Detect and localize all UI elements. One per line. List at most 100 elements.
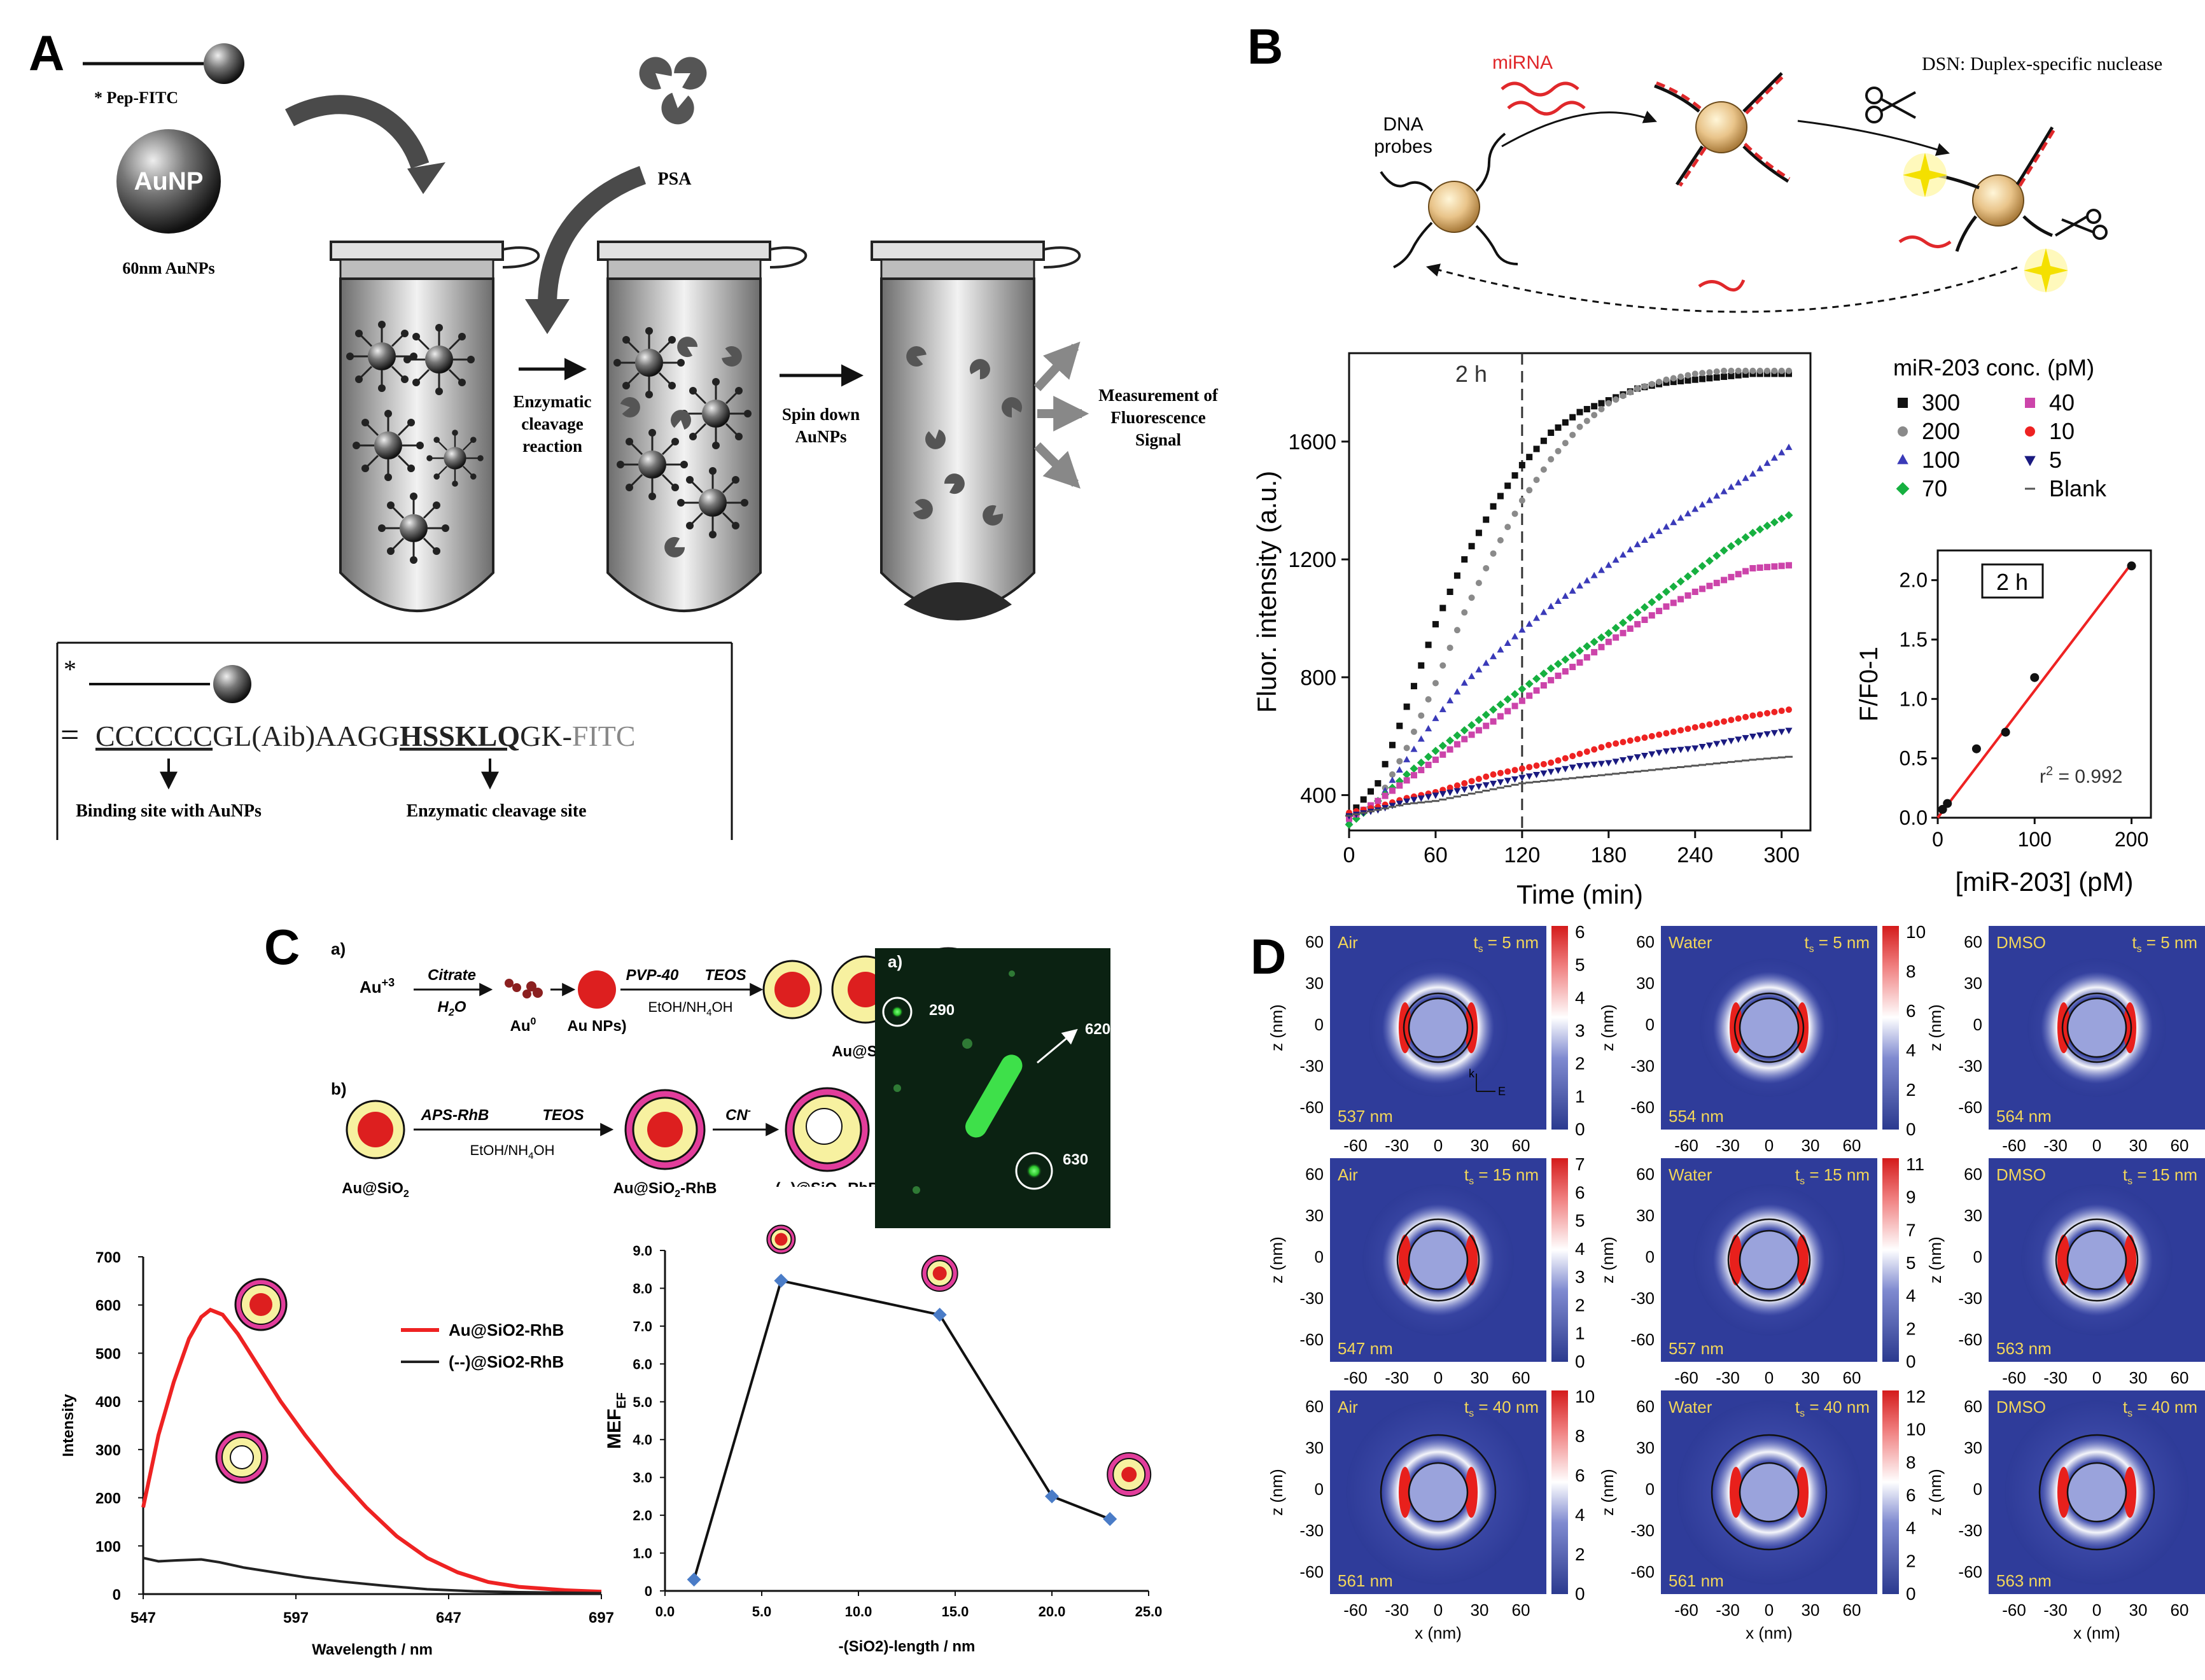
b-point-200 — [1548, 456, 1555, 463]
micro-label: a) — [888, 952, 902, 971]
b-point-Blank — [1547, 779, 1555, 781]
b-point-Blank — [1777, 756, 1786, 759]
map-colorbar-label: 2 — [1575, 1054, 1585, 1074]
map-xtick-label: 30 — [2129, 1600, 2148, 1620]
map-colorbar-label: 8 — [1906, 962, 1916, 981]
b-point-10 — [1771, 708, 1778, 715]
b-point-70 — [1719, 546, 1728, 555]
b-point-Blank — [1597, 774, 1606, 776]
b-point-Blank — [1662, 767, 1670, 770]
b-point-Blank — [1583, 776, 1591, 778]
b-point-100 — [1713, 492, 1721, 499]
map-hotspot-right — [1796, 1002, 1809, 1053]
b-main-ytick-label: 800 — [1300, 666, 1336, 690]
b-point-5 — [1590, 761, 1598, 768]
map-ytick-label: 0 — [1646, 1247, 1655, 1266]
c-mef-ytick-label: 5.0 — [633, 1394, 652, 1410]
mirna-label: miRNA — [1492, 52, 1553, 73]
b-point-100 — [1569, 587, 1576, 594]
b-point-70 — [1576, 647, 1584, 655]
b-point-70 — [1748, 528, 1757, 537]
b-point-5 — [1460, 787, 1468, 794]
b-point-40 — [1663, 603, 1670, 610]
map-colorbar-label: 7 — [1575, 1154, 1585, 1174]
b-point-70 — [1590, 638, 1599, 647]
map-zlabel: z (nm) — [1598, 1469, 1617, 1516]
b-inset-ytick-label: 1.5 — [1900, 628, 1928, 651]
map-core — [2066, 1229, 2127, 1291]
b-legend-marker-100 — [1897, 454, 1908, 465]
c-mef-point — [1045, 1489, 1059, 1504]
map-zlabel: z (nm) — [1267, 1004, 1286, 1051]
b-legend-marker-40 — [2025, 398, 2035, 408]
map-colorbar-label: 0 — [1906, 1352, 1916, 1371]
map-ytick-label: -60 — [1630, 1098, 1655, 1117]
map-thickness-label: ts = 40 nm — [2123, 1397, 2197, 1419]
b-point-5 — [1555, 767, 1562, 774]
b-point-10 — [1504, 768, 1511, 775]
b-point-10 — [1518, 765, 1525, 772]
map-xtick-label: -60 — [2002, 1368, 2026, 1387]
sequence-box: * = CCCCCCGL(Aib)AAGGHSSKLQGK-FITC Bindi… — [56, 641, 733, 840]
b-point-Blank — [1482, 790, 1490, 792]
map-colorbar-label: 7 — [1906, 1220, 1916, 1240]
measurement-arrows — [1033, 341, 1089, 489]
sequence-text: CCCCCCGL(Aib)AAGGHSSKLQGK-FITC — [95, 720, 636, 752]
map-core — [1408, 1229, 1469, 1291]
b-point-10 — [1620, 739, 1627, 746]
map-xtick-label: -60 — [1674, 1368, 1698, 1387]
map-colorbar-label: 1 — [1575, 1086, 1585, 1106]
b-point-5 — [1677, 746, 1684, 753]
b-point-200 — [1699, 370, 1706, 377]
map-colorbar-label: 4 — [1906, 1286, 1916, 1306]
b-point-40 — [1728, 573, 1735, 580]
b-point-300 — [1583, 405, 1590, 412]
b-point-200 — [1583, 417, 1590, 424]
map-zlabel: z (nm) — [1926, 1469, 1945, 1516]
b-point-Blank — [1698, 764, 1707, 766]
b-inset-ytick-label: 2.0 — [1900, 569, 1928, 592]
map-xtick-label: 30 — [1471, 1368, 1489, 1387]
map-zlabel: z (nm) — [1267, 1236, 1286, 1284]
b-point-Blank — [1474, 791, 1483, 794]
b-point-300 — [1598, 400, 1605, 407]
b-point-10 — [1526, 764, 1533, 771]
map-colorbar-label: 2 — [1906, 1319, 1916, 1338]
field-map: DMSO ts = 40 nm 563 nm -60 60 -30 30 0 0 30 -30 60 -… — [1926, 1390, 2205, 1642]
c-mef-xlabel: -(SiO2)-length / nm — [839, 1638, 976, 1655]
b-point-10 — [1555, 757, 1562, 764]
b-legend-title: miR-203 conc. (pM) — [1893, 354, 2094, 381]
b-point-40 — [1742, 568, 1749, 575]
b-point-70 — [1741, 533, 1750, 542]
b-point-5 — [1634, 754, 1641, 761]
map-xtick-label: 0 — [2092, 1600, 2101, 1620]
b-inset-xtick-label: 200 — [2115, 828, 2148, 851]
b-point-40 — [1591, 648, 1598, 655]
map-ytick-label: 0 — [1315, 1480, 1324, 1499]
b-point-5 — [1648, 751, 1656, 758]
map-solvent-label: DMSO — [1996, 1397, 2046, 1417]
b-point-10 — [1786, 706, 1793, 713]
b-inset-xtick-label: 0 — [1932, 828, 1943, 851]
b-point-300 — [1475, 529, 1482, 536]
map-xtick-label: -30 — [1716, 1368, 1740, 1387]
map-ytick-label: 0 — [1646, 1480, 1655, 1499]
c-solvent-b: EtOH/NH4OH — [470, 1142, 554, 1161]
map-colorbar-label: 0 — [1575, 1119, 1585, 1139]
b-point-Blank — [1525, 781, 1534, 784]
b-point-200 — [1439, 662, 1446, 669]
b-point-70 — [1503, 695, 1512, 704]
map-ytick-label: -30 — [1958, 1056, 1982, 1075]
c-spectra-ytick-label: 700 — [95, 1249, 121, 1266]
c-spectra-ylabel: Intensity — [60, 1394, 77, 1457]
c-spectra-ytick-label: 100 — [95, 1538, 121, 1555]
map-ytick-label: 60 — [1636, 1397, 1655, 1416]
b-inset-box-label: 2 h — [1996, 569, 2028, 595]
chart-c-mef: 0 1.0 2.0 3.0 4.0 5.0 6.0 7.0 8.0 9.0 0.0 5.0 10.0 15… — [604, 1224, 1162, 1655]
b-point-300 — [1684, 377, 1691, 384]
b-point-100 — [1612, 556, 1620, 563]
b-series-10 — [1346, 706, 1793, 816]
b-inset-point — [1943, 799, 1952, 808]
c-solvent-a: EtOH/NH4OH — [648, 999, 732, 1018]
b-point-40 — [1691, 589, 1698, 595]
